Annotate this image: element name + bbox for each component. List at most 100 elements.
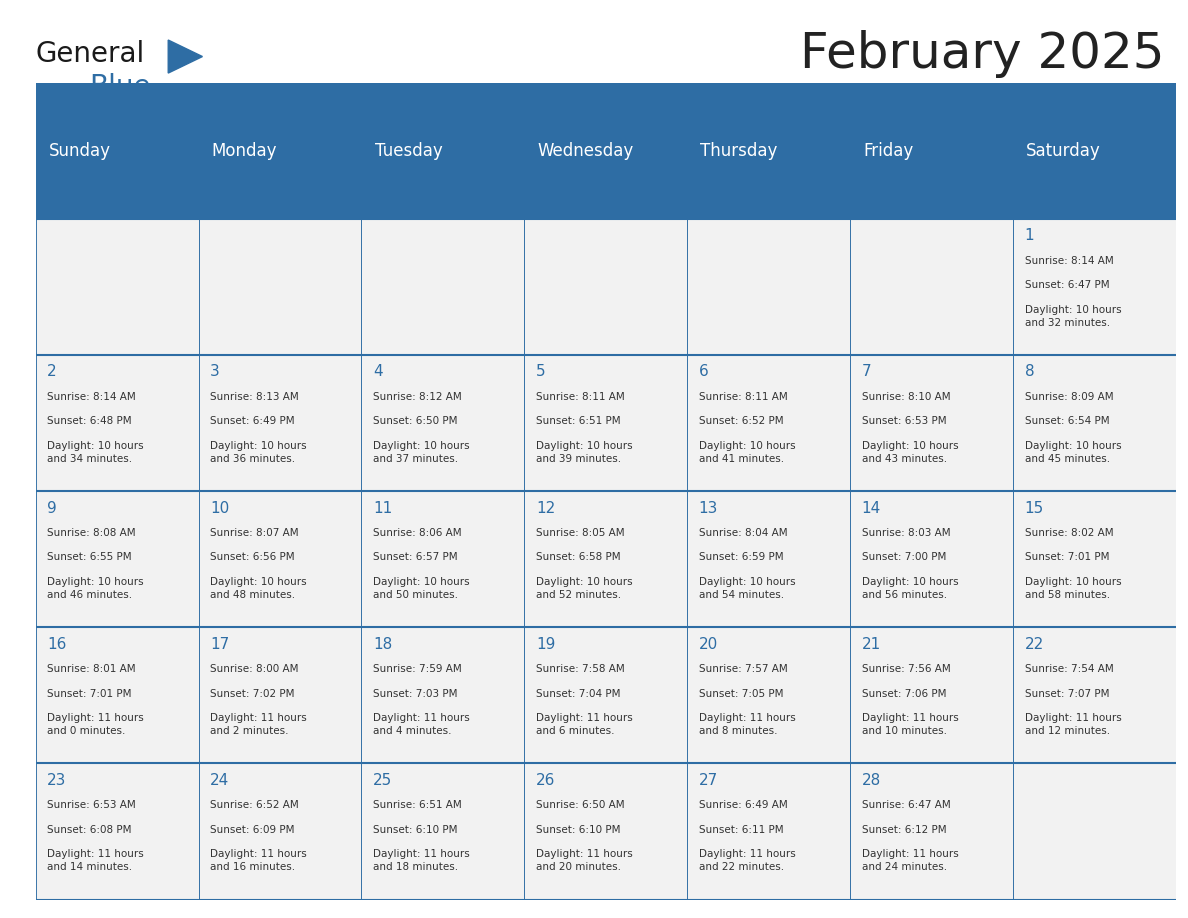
Text: Daylight: 11 hours
and 20 minutes.: Daylight: 11 hours and 20 minutes. <box>536 849 632 872</box>
Text: Sunrise: 8:10 AM: Sunrise: 8:10 AM <box>861 392 950 402</box>
FancyBboxPatch shape <box>361 218 524 355</box>
FancyBboxPatch shape <box>688 83 851 218</box>
Text: Sunset: 6:57 PM: Sunset: 6:57 PM <box>373 553 457 563</box>
FancyBboxPatch shape <box>1013 83 1176 218</box>
Text: 3: 3 <box>210 364 220 379</box>
Text: 16: 16 <box>48 637 67 652</box>
Text: 10: 10 <box>210 500 229 516</box>
Text: Daylight: 11 hours
and 14 minutes.: Daylight: 11 hours and 14 minutes. <box>48 849 144 872</box>
FancyBboxPatch shape <box>688 627 851 764</box>
Text: Sunrise: 8:12 AM: Sunrise: 8:12 AM <box>373 392 462 402</box>
Text: Sunset: 7:00 PM: Sunset: 7:00 PM <box>861 553 946 563</box>
Text: Saturday: Saturday <box>1026 141 1101 160</box>
Text: Daylight: 10 hours
and 46 minutes.: Daylight: 10 hours and 46 minutes. <box>48 577 144 600</box>
Text: Daylight: 11 hours
and 22 minutes.: Daylight: 11 hours and 22 minutes. <box>699 849 796 872</box>
Text: Sunset: 6:54 PM: Sunset: 6:54 PM <box>1024 416 1110 426</box>
FancyBboxPatch shape <box>198 355 361 491</box>
Text: 14: 14 <box>861 500 881 516</box>
Text: 5: 5 <box>536 364 545 379</box>
FancyBboxPatch shape <box>198 218 361 355</box>
FancyBboxPatch shape <box>36 627 198 764</box>
FancyBboxPatch shape <box>1013 355 1176 491</box>
Text: Daylight: 10 hours
and 45 minutes.: Daylight: 10 hours and 45 minutes. <box>1024 441 1121 464</box>
Text: Sunrise: 7:54 AM: Sunrise: 7:54 AM <box>1024 664 1113 674</box>
FancyBboxPatch shape <box>361 355 524 491</box>
FancyBboxPatch shape <box>688 491 851 627</box>
FancyBboxPatch shape <box>688 764 851 900</box>
Polygon shape <box>169 40 202 73</box>
Text: Sunset: 7:06 PM: Sunset: 7:06 PM <box>861 688 946 699</box>
Text: Tuesday: Tuesday <box>374 141 442 160</box>
FancyBboxPatch shape <box>36 83 198 218</box>
Text: 8: 8 <box>1024 364 1035 379</box>
Text: Daylight: 11 hours
and 4 minutes.: Daylight: 11 hours and 4 minutes. <box>373 713 469 736</box>
FancyBboxPatch shape <box>198 627 361 764</box>
FancyBboxPatch shape <box>1013 218 1176 355</box>
FancyBboxPatch shape <box>524 83 688 218</box>
Text: Sunset: 6:50 PM: Sunset: 6:50 PM <box>373 416 457 426</box>
Text: 2: 2 <box>48 364 57 379</box>
FancyBboxPatch shape <box>1013 491 1176 627</box>
Text: 17: 17 <box>210 637 229 652</box>
Text: Daylight: 10 hours
and 58 minutes.: Daylight: 10 hours and 58 minutes. <box>1024 577 1121 600</box>
Text: Daylight: 11 hours
and 6 minutes.: Daylight: 11 hours and 6 minutes. <box>536 713 632 736</box>
Text: Sunrise: 8:13 AM: Sunrise: 8:13 AM <box>210 392 298 402</box>
Text: Sunset: 6:08 PM: Sunset: 6:08 PM <box>48 824 132 834</box>
Text: 4: 4 <box>373 364 383 379</box>
Text: Sunrise: 7:59 AM: Sunrise: 7:59 AM <box>373 664 462 674</box>
Text: Sunday: Sunday <box>49 141 110 160</box>
Text: Wednesday: Wednesday <box>537 141 633 160</box>
Text: Sunrise: 8:01 AM: Sunrise: 8:01 AM <box>48 664 135 674</box>
FancyBboxPatch shape <box>198 764 361 900</box>
FancyBboxPatch shape <box>198 491 361 627</box>
FancyBboxPatch shape <box>1013 627 1176 764</box>
Text: Daylight: 11 hours
and 2 minutes.: Daylight: 11 hours and 2 minutes. <box>210 713 307 736</box>
Text: 28: 28 <box>861 773 881 788</box>
Text: 12: 12 <box>536 500 555 516</box>
FancyBboxPatch shape <box>851 355 1013 491</box>
Text: Sunset: 6:11 PM: Sunset: 6:11 PM <box>699 824 783 834</box>
Text: Sunrise: 8:14 AM: Sunrise: 8:14 AM <box>1024 255 1113 265</box>
Text: Sunrise: 8:06 AM: Sunrise: 8:06 AM <box>373 528 461 538</box>
Text: Daylight: 10 hours
and 56 minutes.: Daylight: 10 hours and 56 minutes. <box>861 577 959 600</box>
Text: Sunrise: 6:51 AM: Sunrise: 6:51 AM <box>373 800 462 811</box>
Text: 9: 9 <box>48 500 57 516</box>
Text: Daylight: 10 hours
and 37 minutes.: Daylight: 10 hours and 37 minutes. <box>373 441 469 464</box>
Text: 25: 25 <box>373 773 392 788</box>
Text: Daylight: 10 hours
and 32 minutes.: Daylight: 10 hours and 32 minutes. <box>1024 305 1121 328</box>
Text: 26: 26 <box>536 773 555 788</box>
Text: Daylight: 11 hours
and 0 minutes.: Daylight: 11 hours and 0 minutes. <box>48 713 144 736</box>
Text: Daylight: 11 hours
and 8 minutes.: Daylight: 11 hours and 8 minutes. <box>699 713 796 736</box>
FancyBboxPatch shape <box>851 764 1013 900</box>
Text: Sunset: 6:51 PM: Sunset: 6:51 PM <box>536 416 620 426</box>
Text: Sunrise: 8:04 AM: Sunrise: 8:04 AM <box>699 528 788 538</box>
Text: Sunset: 7:03 PM: Sunset: 7:03 PM <box>373 688 457 699</box>
Text: Sunrise: 8:00 AM: Sunrise: 8:00 AM <box>210 664 298 674</box>
Text: Daylight: 11 hours
and 12 minutes.: Daylight: 11 hours and 12 minutes. <box>1024 713 1121 736</box>
FancyBboxPatch shape <box>36 764 198 900</box>
Text: Sunrise: 6:52 AM: Sunrise: 6:52 AM <box>210 800 298 811</box>
FancyBboxPatch shape <box>36 355 198 491</box>
FancyBboxPatch shape <box>524 355 688 491</box>
FancyBboxPatch shape <box>198 83 361 218</box>
Text: Sunrise: 7:56 AM: Sunrise: 7:56 AM <box>861 664 950 674</box>
Text: Sunset: 6:10 PM: Sunset: 6:10 PM <box>373 824 457 834</box>
Text: Friday: Friday <box>864 141 914 160</box>
Text: Sunrise: 6:53 AM: Sunrise: 6:53 AM <box>48 800 135 811</box>
FancyBboxPatch shape <box>688 218 851 355</box>
FancyBboxPatch shape <box>36 491 198 627</box>
Text: Daylight: 10 hours
and 48 minutes.: Daylight: 10 hours and 48 minutes. <box>210 577 307 600</box>
Text: Sunrise: 8:11 AM: Sunrise: 8:11 AM <box>699 392 788 402</box>
Text: Sunset: 7:07 PM: Sunset: 7:07 PM <box>1024 688 1110 699</box>
Text: Sunset: 6:59 PM: Sunset: 6:59 PM <box>699 553 783 563</box>
FancyBboxPatch shape <box>851 218 1013 355</box>
FancyBboxPatch shape <box>851 627 1013 764</box>
Text: 1: 1 <box>1024 229 1035 243</box>
Text: Sunrise: 8:05 AM: Sunrise: 8:05 AM <box>536 528 625 538</box>
Text: Sunset: 6:56 PM: Sunset: 6:56 PM <box>210 553 295 563</box>
Text: Daylight: 10 hours
and 41 minutes.: Daylight: 10 hours and 41 minutes. <box>699 441 796 464</box>
Text: 18: 18 <box>373 637 392 652</box>
Text: Thursday: Thursday <box>701 141 778 160</box>
Text: 6: 6 <box>699 364 708 379</box>
Text: Sunrise: 8:02 AM: Sunrise: 8:02 AM <box>1024 528 1113 538</box>
